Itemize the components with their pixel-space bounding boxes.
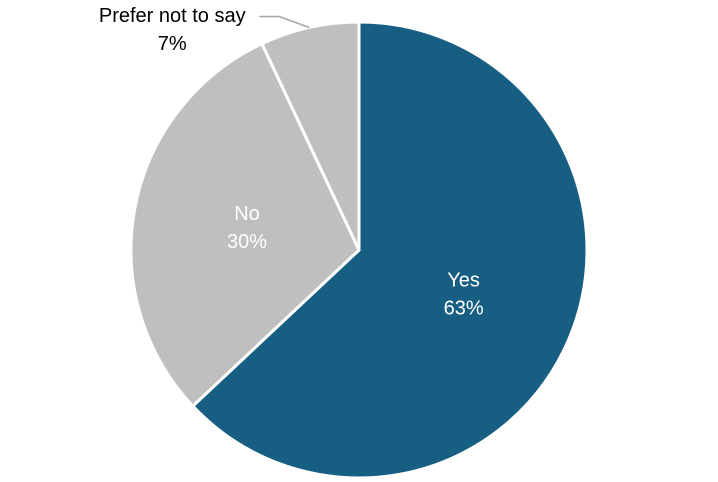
pie-slice [129, 41, 361, 409]
slice-label: Prefer not to say [99, 5, 246, 27]
value-label: 30% [227, 231, 267, 253]
value-label: 7% [158, 33, 187, 55]
leader-line [259, 15, 310, 29]
slice-label: Yes [447, 270, 480, 292]
value-label: 63% [444, 298, 484, 320]
pie-slice [190, 20, 589, 480]
slice-label: No [234, 203, 260, 225]
